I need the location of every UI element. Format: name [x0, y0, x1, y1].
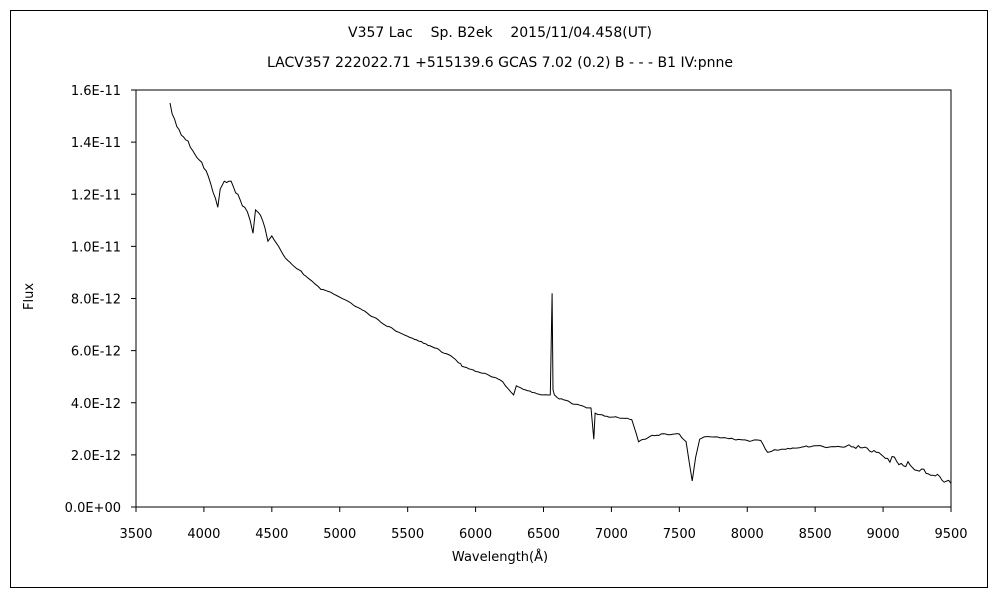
series-line-0 — [169, 102, 952, 484]
tick-marks — [131, 89, 952, 512]
x-tick-label: 5500 — [391, 527, 424, 542]
x-tick-label: 8500 — [799, 527, 832, 542]
chart-title: V357 Lac Sp. B2ek 2015/11/04.458(UT) — [348, 25, 652, 41]
axes — [135, 89, 952, 508]
x-axis-label: Wavelength(Å) — [451, 550, 549, 565]
tick-labels: 3500 4000 4500 5000 5500 6000 6500 7000 7500 8000… — [65, 84, 968, 542]
x-tick-label: 3500 — [119, 527, 152, 542]
series-group — [169, 102, 952, 484]
x-tick-label: 5000 — [323, 527, 356, 542]
y-tick-label: 8.0E-12 — [71, 293, 121, 308]
x-tick-label: 8000 — [731, 527, 764, 542]
x-tick-label: 9500 — [934, 527, 967, 542]
x-tick-label: 4500 — [255, 527, 288, 542]
x-tick-label: 7000 — [595, 527, 628, 542]
y-axis-label: Flux — [22, 282, 37, 310]
y-tick-label: 1.6E-11 — [71, 84, 121, 99]
x-tick-label: 9000 — [867, 527, 900, 542]
y-tick-label: 1.4E-11 — [71, 136, 121, 151]
chart-subtitle: LACV357 222022.71 +515139.6 GCAS 7.02 (0… — [267, 55, 733, 71]
x-tick-label: 6500 — [527, 527, 560, 542]
chart-frame — [10, 10, 988, 588]
y-tick-label: 0.0E+00 — [65, 501, 121, 516]
y-tick-label: 1.2E-11 — [71, 188, 121, 203]
x-tick-label: 6000 — [459, 527, 492, 542]
y-tick-label: 2.0E-12 — [71, 449, 121, 464]
y-tick-label: 1.0E-11 — [71, 240, 121, 255]
y-tick-label: 6.0E-12 — [71, 345, 121, 360]
y-tick-label: 4.0E-12 — [71, 397, 121, 412]
x-tick-label: 7500 — [663, 527, 696, 542]
x-tick-label: 4000 — [187, 527, 220, 542]
plot-area-border — [135, 89, 952, 508]
